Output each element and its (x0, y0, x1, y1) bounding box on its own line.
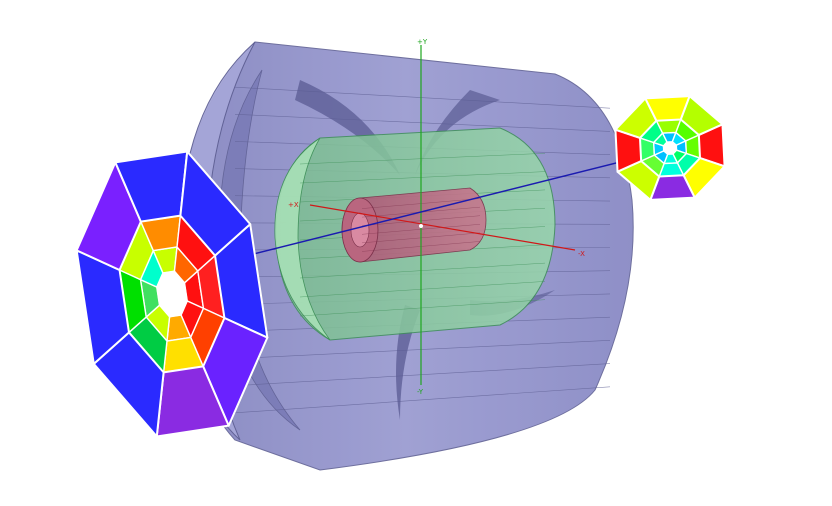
axis-label-y-top: +Y (417, 38, 428, 46)
endcap-center-hole (156, 270, 188, 318)
endcap-left-calorimeter[interactable] (75, 150, 269, 438)
inner-tracker-core (341, 187, 487, 263)
endcap-center-hole (662, 141, 678, 155)
endcap-right-calorimeter[interactable] (614, 95, 726, 201)
endcap-segment (179, 150, 252, 257)
axis-label-x-right: -X (578, 250, 585, 258)
endcap-segment (679, 95, 724, 136)
axis-x (309, 204, 576, 251)
axis-label-y-bottom: -Y (417, 388, 424, 396)
axis-label-x-left: +X (288, 201, 299, 209)
